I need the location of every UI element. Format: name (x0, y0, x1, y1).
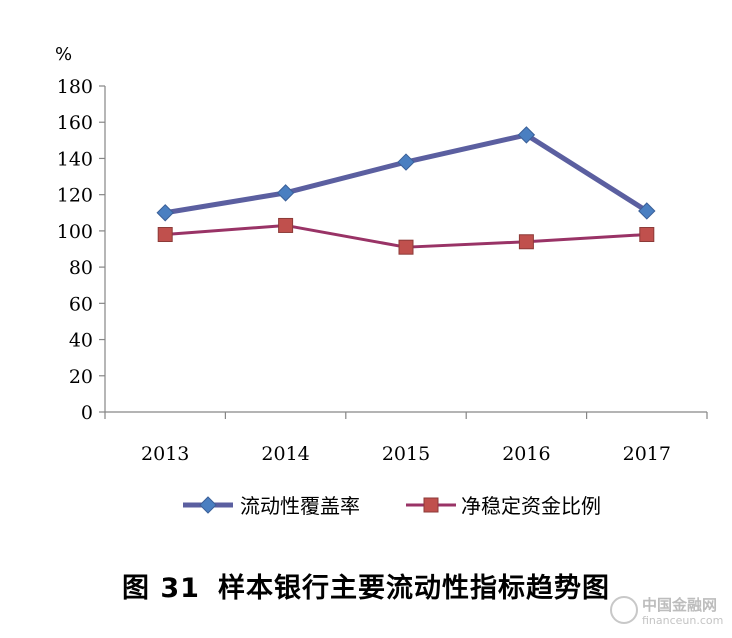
figure-caption: 图 31 样本银行主要流动性指标趋势图 (0, 566, 732, 605)
data-point-diamond (156, 204, 174, 222)
x-tick-label: 2015 (382, 443, 430, 465)
series-line-1 (164, 132, 649, 216)
y-tick-label: 100 (57, 221, 93, 243)
data-point-diamond (638, 202, 656, 220)
y-tick-label: 160 (57, 112, 93, 134)
data-point-diamond (276, 184, 295, 202)
y-axis: 0 20 40 60 80 100 120 140 160 180 (57, 76, 106, 424)
x-tick-label: 2017 (623, 443, 671, 465)
data-point-square (157, 227, 173, 243)
y-tick-label: 180 (57, 76, 93, 98)
series-layer (156, 126, 656, 255)
figure-number: 图 31 (122, 573, 200, 604)
data-point-square (639, 227, 655, 243)
legend-marker-square (423, 497, 439, 513)
data-point-diamond (517, 126, 536, 144)
data-point-square (398, 239, 414, 255)
y-tick-label: 40 (69, 330, 93, 352)
y-tick-label: 20 (69, 366, 93, 388)
figure-title: 样本银行主要流动性指标趋势图 (217, 573, 610, 604)
data-point-square (278, 217, 294, 233)
x-tick-label: 2013 (141, 443, 189, 465)
y-tick-label: 60 (69, 293, 93, 315)
watermark-name: 中国金融网 (642, 596, 718, 614)
y-tick-label: 0 (81, 402, 93, 424)
y-unit-label: % (55, 44, 72, 65)
y-tick-label: 140 (57, 148, 93, 170)
watermark: 中国金融网 financeun.com (610, 592, 730, 632)
legend-marker-diamond (199, 496, 217, 514)
data-point-square (518, 234, 534, 250)
legend-label-2: 净稳定资金比例 (461, 494, 601, 518)
legend: 流动性覆盖率 净稳定资金比例 (183, 494, 601, 518)
legend-label-1: 流动性覆盖率 (240, 494, 360, 518)
x-tick-label: 2016 (502, 443, 550, 465)
x-tick-label: 2014 (261, 443, 309, 465)
x-axis: 2013 2014 2015 2016 2017 (104, 411, 708, 465)
y-tick-label: 80 (69, 257, 93, 279)
y-tick-label: 120 (57, 185, 93, 207)
watermark-logo-icon (610, 596, 638, 624)
data-point-diamond (397, 153, 415, 171)
watermark-url: financeun.com (642, 614, 724, 627)
